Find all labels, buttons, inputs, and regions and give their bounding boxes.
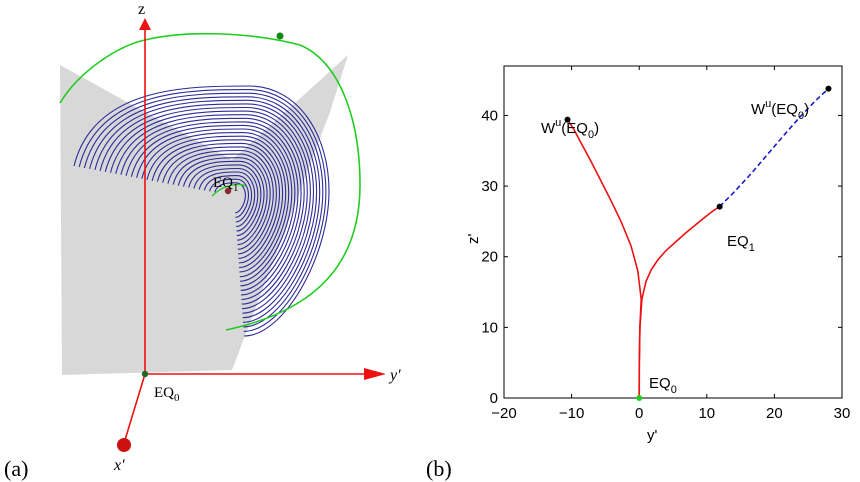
orbit-loop	[151, 139, 284, 269]
orbit-loop	[78, 89, 327, 332]
y-tick-label: 10	[481, 319, 498, 336]
point-wu-eq0-left	[564, 116, 571, 123]
series	[566, 88, 830, 399]
annotation-eq1: EQ1	[727, 233, 755, 254]
orbit-loop	[209, 178, 250, 218]
eq0-point-3d	[141, 370, 149, 378]
panel-b-chart: −20 −10 0 10 20 30 0 10 20 30 40 y' z' Wu(EQ0) Wu…	[426, 65, 850, 481]
orbit-loop	[193, 167, 259, 232]
orbit-loop	[109, 110, 308, 305]
x-ticks: −20 −10 0 10 20 30	[491, 66, 850, 422]
orbit-loop	[203, 175, 253, 223]
x-tick-label: −20	[491, 405, 516, 422]
series-line-2-solid	[566, 119, 643, 399]
eq1-label-3d: EQ1	[213, 175, 239, 194]
orbit-loop	[104, 106, 311, 310]
orbit-loop	[120, 117, 302, 296]
y-axis-title: z'	[465, 234, 482, 245]
orbit-loop	[214, 182, 246, 214]
series-line-1-solid	[638, 205, 721, 399]
left-plane	[60, 65, 232, 375]
orbit-loop	[89, 96, 321, 323]
y-axis-arrow	[364, 368, 386, 380]
y-axis-label: y′	[388, 367, 401, 384]
orbit-loop	[136, 128, 293, 282]
manifold-arc-top	[59, 32, 361, 331]
y-tick-label: 30	[481, 178, 498, 195]
orbit-loop	[156, 142, 281, 264]
y-tick-label: 40	[481, 107, 498, 124]
y-tick-label: 20	[481, 249, 498, 266]
annotation-wu-eq0-left: Wu(EQ0)	[541, 117, 599, 141]
orbit-loop	[172, 153, 271, 250]
x-axis-label: x′	[113, 457, 125, 474]
orbit-loop	[73, 85, 330, 337]
orbit-loop	[177, 157, 268, 246]
x-tick-label: 30	[834, 405, 851, 422]
spiral-orbit	[73, 85, 330, 337]
orbit-loop	[188, 164, 262, 237]
z-axis-arrow	[139, 18, 151, 30]
z-axis-label: z	[138, 1, 145, 18]
orbit-loop	[162, 146, 277, 259]
manifold-arc-inner	[211, 183, 247, 197]
panel-a-label: (a)	[4, 456, 28, 481]
orbit-loop	[130, 124, 296, 287]
panel-a-3d-view: z y′ x′ EQ1 EQ0 (a)	[4, 1, 401, 481]
x-tick-label: 0	[635, 405, 643, 422]
orbit-loop	[182, 160, 265, 241]
point-eq-1	[716, 203, 723, 210]
eq1-point-3d	[224, 187, 232, 195]
orbit-loop	[115, 114, 305, 301]
x-axis-line	[124, 373, 146, 441]
x-tick-label: 20	[766, 405, 783, 422]
y-tick-label: 0	[490, 390, 498, 407]
orbit-loop	[83, 92, 324, 328]
orbit-loop	[146, 135, 287, 273]
x-axis-arrow-ball	[117, 438, 131, 452]
eq0-label-3d: EQ0	[154, 385, 180, 404]
plot-frame	[503, 65, 843, 399]
orbit-loop	[94, 99, 318, 319]
point-wu-eq0-right	[825, 85, 832, 92]
annotation-wu-eq0-right: Wu(EQ0)	[751, 98, 809, 122]
orbit-loop	[141, 132, 290, 278]
x-tick-label: 10	[698, 405, 715, 422]
annotation-eq0: EQ0	[649, 375, 677, 396]
series-line-3-dashed	[719, 88, 830, 208]
y-ticks: 0 10 20 30 40	[481, 107, 842, 407]
manifold-point-marker	[276, 32, 284, 40]
marker-points	[564, 85, 832, 401]
orbit-loop	[125, 121, 299, 291]
point-eq-0	[636, 395, 643, 401]
orbit-loop	[99, 103, 315, 314]
orbit-loop	[167, 149, 274, 255]
panel-b-label: (b)	[426, 456, 452, 481]
x-axis-title: y'	[647, 427, 658, 444]
x-tick-label: −10	[559, 405, 584, 422]
orbit-loop	[198, 171, 256, 228]
